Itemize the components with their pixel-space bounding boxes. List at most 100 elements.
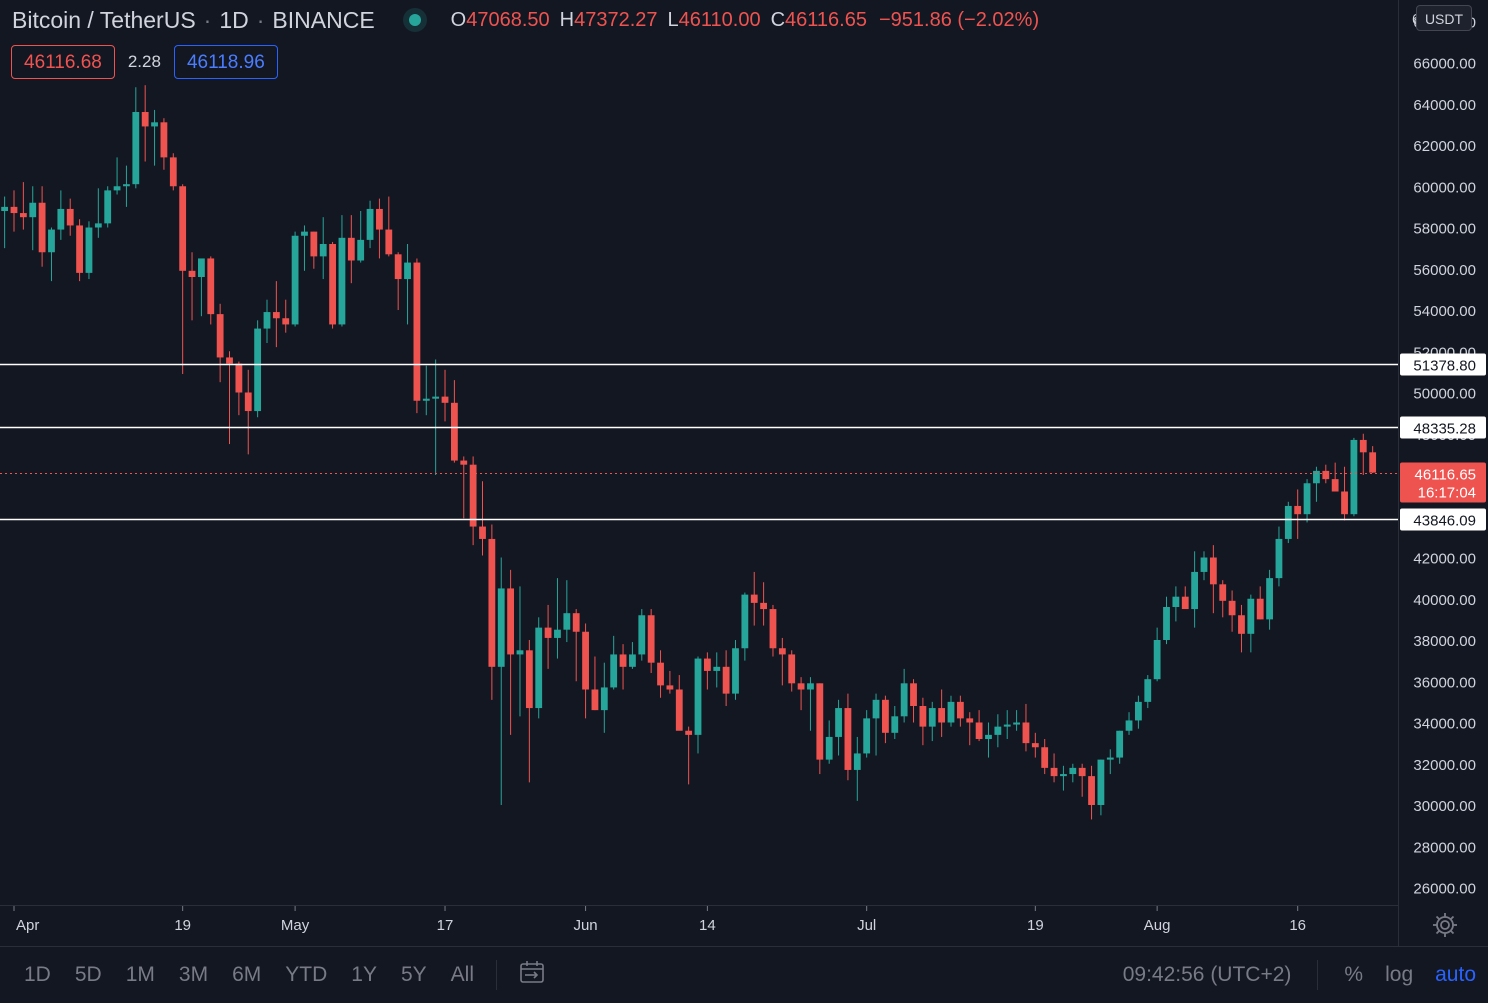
range-ytd-button[interactable]: YTD [285,963,328,986]
candle-body [282,318,290,325]
candle [347,215,355,284]
date-range-button[interactable] [513,959,545,991]
gear-icon [1433,913,1457,937]
candle-body [1116,730,1124,758]
candle-body [1181,596,1189,610]
interval-label[interactable]: 1D [219,6,249,33]
percent-scale-toggle[interactable]: % [1344,963,1364,986]
candle [188,252,196,321]
candle-body [319,244,327,257]
candle-body [1069,767,1077,775]
candle [1078,763,1086,797]
candle-body [38,202,46,253]
candle-body [1013,722,1020,725]
time-tick-label: 17 [437,917,454,934]
price-tick-label: 66000.00 [1413,56,1476,73]
candle [48,227,55,282]
candle [703,652,711,690]
candle [778,637,786,686]
candle [179,184,187,374]
candle-body [244,392,252,412]
time-tick-label: 14 [699,917,716,934]
candle-body [760,602,767,610]
price-chart[interactable]: 26000.00 28000.00 30000.00 32000.00 34000.00… [0,0,1488,946]
range-1y-button[interactable]: 1Y [351,963,377,986]
chart-settings-button[interactable] [1430,910,1460,940]
candle [600,662,608,733]
time-tick-label: Jun [573,917,597,934]
candle-body [1144,679,1152,702]
candle-body [404,262,411,280]
candle [638,609,646,661]
range-5y-button[interactable]: 5Y [400,963,427,986]
candle-body [807,683,814,690]
candle [1369,446,1377,473]
symbol-name[interactable]: Bitcoin / TetherUS [12,6,196,33]
candle [629,642,636,669]
candle-body [535,627,543,709]
price-tick-label: 26000.00 [1413,881,1476,898]
candle [619,644,627,690]
candle [1135,695,1142,729]
log-scale-toggle[interactable]: log [1385,963,1414,986]
candle [1313,466,1320,502]
candle [1303,479,1311,523]
range-5d-button[interactable]: 5D [74,963,102,986]
candle-body [750,594,758,603]
candle-body [853,753,861,770]
candle [835,699,842,756]
candle-body [366,208,374,240]
candle [198,258,205,317]
candle [919,697,927,746]
candle-body [610,654,618,688]
candle-body [741,594,749,649]
range-all-button[interactable]: All [450,963,474,986]
timezone-clock[interactable]: 09:42:56 (UTC+2) [1122,963,1292,986]
range-1d-button[interactable]: 1D [24,963,51,986]
candle [38,186,46,267]
candle-body [985,734,992,739]
time-axis[interactable]: Apr 19 May 17 Jun 14 Jul 19 Aug 16 [13,906,1306,934]
market-status-icon[interactable] [408,14,421,26]
range-1m-button[interactable]: 1M [125,963,155,986]
candle-body [497,588,505,667]
sell-price-button[interactable]: 46116.68 [11,45,115,79]
candle-body [591,689,599,711]
candle [872,693,880,756]
candle-body [441,396,449,403]
candle [554,578,561,659]
candle [1031,732,1039,758]
candle-body [469,464,477,527]
candle-body [1219,584,1227,601]
candle-body [1041,747,1049,768]
horizontal-line-price-tag [1400,416,1486,439]
candle [788,650,796,692]
auto-scale-toggle[interactable]: auto [1435,963,1476,986]
time-tick-label: May [281,917,310,934]
candle-body [788,654,796,684]
candle [647,609,655,673]
candle-body [188,270,196,277]
candle-body [797,683,805,690]
candle-body [169,157,177,187]
candle-body [572,613,580,632]
candle [1228,590,1236,632]
buy-price-button[interactable]: 46118.96 [173,45,278,79]
candle-body [1350,439,1358,515]
range-6m-button[interactable]: 6M [232,963,262,986]
price-tick-label: 64000.00 [1413,97,1476,114]
candle [760,582,767,626]
candle [807,677,814,731]
open-value: 47068.50 [466,8,550,31]
candle [357,211,365,263]
candle [385,196,393,257]
range-3m-button[interactable]: 3M [178,963,209,986]
candle [376,198,383,259]
currency-button[interactable]: USDT [1416,5,1472,31]
toolbar-divider [496,960,497,990]
candle [272,281,280,348]
time-tick-label: Jul [857,917,876,934]
candle [244,369,252,455]
candle [123,165,130,207]
candle-body [76,225,83,273]
